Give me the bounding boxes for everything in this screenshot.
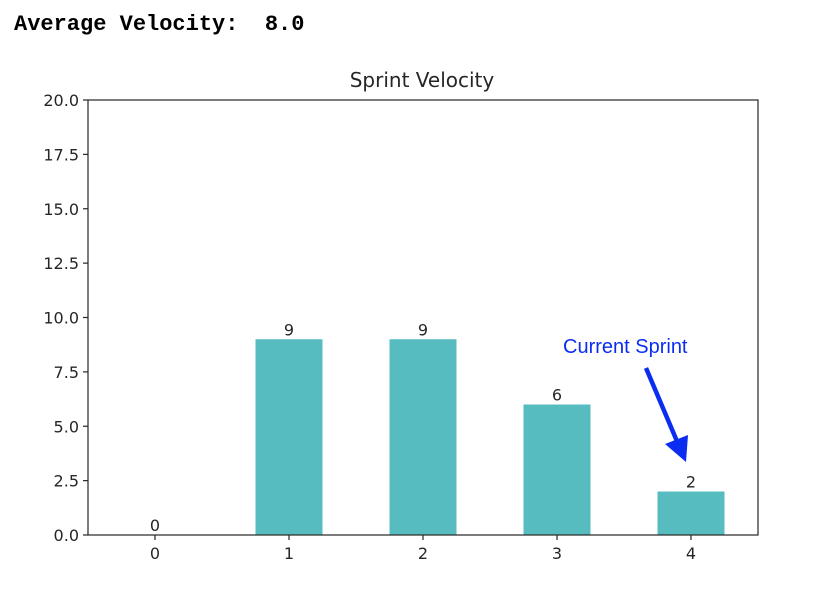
average-velocity-value: 8.0	[264, 12, 305, 37]
annotation-group: Current Sprint	[563, 336, 688, 462]
ticks-group: 0 1 2 3 4 0.0 2.5 5.0 7.5 10.0 12.5 15.0 17.5 20.0	[43, 91, 696, 563]
x-tick-label-4: 4	[686, 544, 696, 563]
y-tick-label-5: 12.5	[43, 254, 79, 273]
bar-3	[523, 404, 591, 535]
y-tick-label-6: 15.0	[43, 200, 79, 219]
bar-1	[255, 339, 323, 535]
x-tick-label-3: 3	[552, 544, 562, 563]
x-tick-label-1: 1	[284, 544, 294, 563]
data-label-1: 9	[284, 320, 294, 339]
y-tick-label-3: 7.5	[54, 363, 79, 382]
plot-area-frame	[87, 99, 759, 536]
x-tick-label-2: 2	[418, 544, 428, 563]
bar-4	[657, 491, 725, 535]
x-tick-label-0: 0	[150, 544, 160, 563]
annotation-arrow-shaft	[643, 367, 682, 447]
data-labels-group: 0 9 9 6 2	[150, 320, 696, 535]
annotation-current-sprint: Current Sprint	[563, 336, 688, 358]
y-tick-label-7: 17.5	[43, 145, 79, 164]
data-label-4: 2	[686, 473, 696, 492]
annotation-arrow-head	[665, 435, 688, 462]
y-tick-label-0: 0.0	[54, 526, 79, 545]
y-tick-label-4: 10.0	[43, 309, 79, 328]
bar-2	[389, 339, 457, 535]
data-label-2: 9	[418, 320, 428, 339]
average-velocity-line: Average Velocity: 8.0	[14, 12, 304, 37]
bars-group	[255, 339, 725, 535]
chart-title: Sprint Velocity	[350, 68, 495, 92]
y-tick-label-2: 5.0	[54, 417, 79, 436]
y-tick-label-8: 20.0	[43, 91, 79, 110]
y-tick-label-1: 2.5	[54, 472, 79, 491]
average-velocity-label: Average Velocity:	[14, 12, 239, 37]
data-label-3: 6	[552, 386, 562, 405]
data-label-0: 0	[150, 516, 160, 535]
